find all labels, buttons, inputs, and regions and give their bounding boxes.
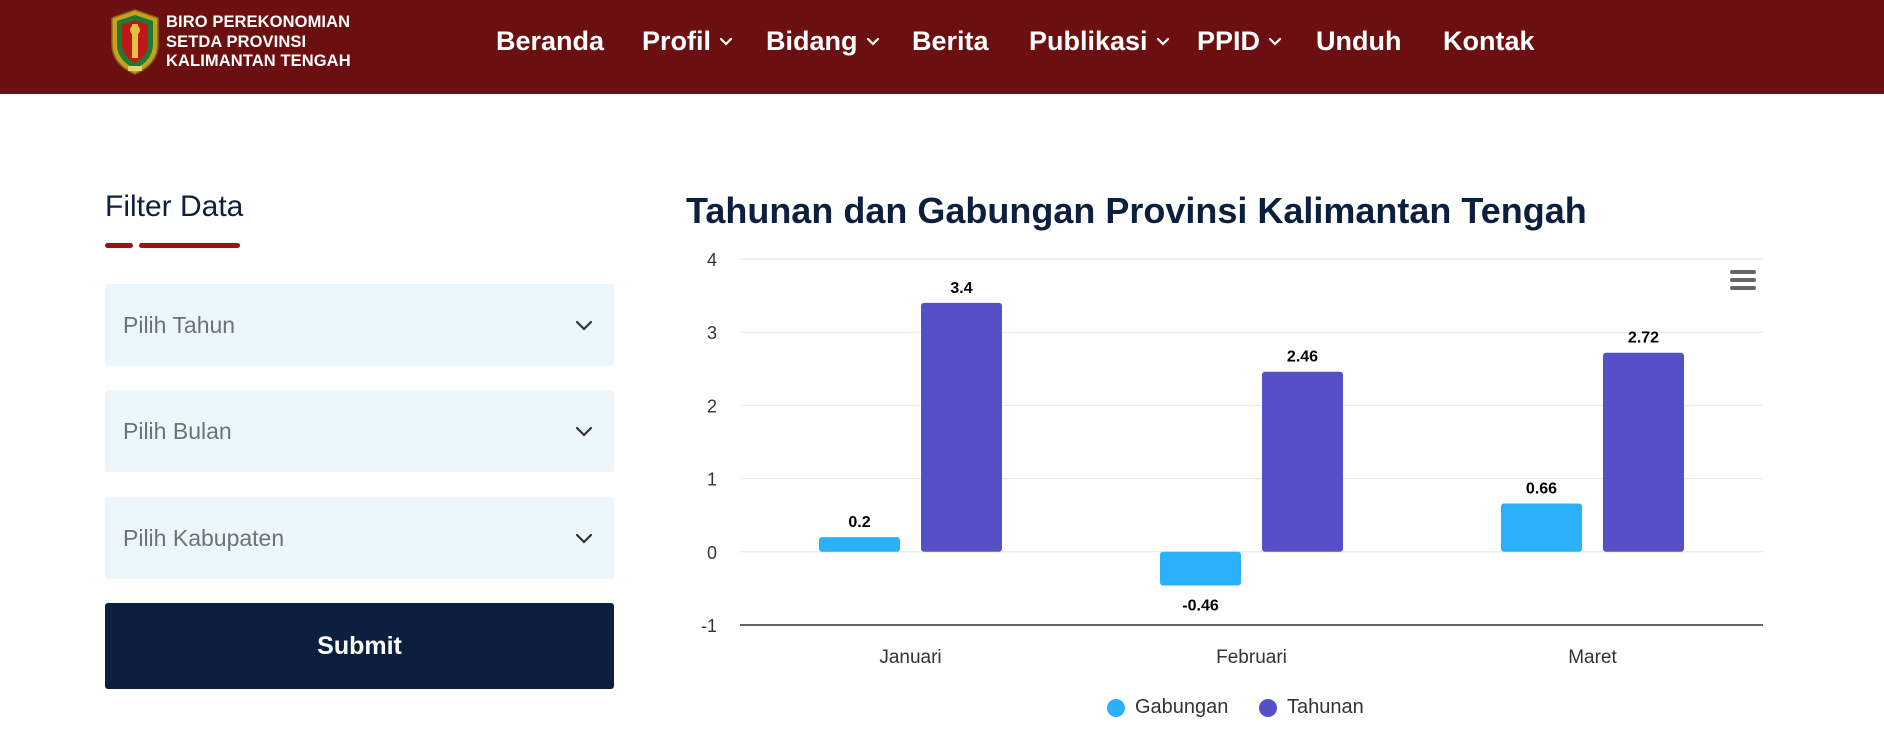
x-tick-label: Januari bbox=[879, 647, 941, 668]
nav-label: Profil bbox=[642, 26, 712, 56]
main-nav: Beranda Profil Bidang Berita Publikasi P… bbox=[0, 0, 1884, 94]
nav-label: Kontak bbox=[1443, 26, 1535, 56]
nav-label: Beranda bbox=[496, 26, 605, 56]
data-label: 0.2 bbox=[848, 514, 870, 531]
chevron-down-icon bbox=[575, 533, 593, 544]
month-select[interactable]: Pilih Bulan bbox=[105, 390, 614, 472]
bar-chart: 4 3 2 1 0 -1 Januari 0.2 3.4 Februari -0.46 2.46 Mar… bbox=[701, 250, 1763, 668]
chevron-down-icon bbox=[719, 37, 733, 46]
bar-tahunan bbox=[1262, 371, 1343, 552]
title-underline-long bbox=[139, 243, 240, 248]
bar-gabungan bbox=[819, 537, 900, 552]
data-label: 2.46 bbox=[1287, 349, 1318, 366]
y-tick-label: 1 bbox=[707, 470, 717, 490]
year-select-placeholder: Pilih Tahun bbox=[123, 311, 236, 338]
y-tick-label: 0 bbox=[707, 543, 717, 563]
submit-button[interactable]: Submit bbox=[105, 603, 614, 689]
y-tick-label: 3 bbox=[707, 323, 717, 343]
legend-label: Tahunan bbox=[1287, 696, 1364, 718]
nav-item-bidang[interactable]: Bidang bbox=[766, 26, 880, 57]
chevron-down-icon bbox=[575, 320, 593, 331]
data-label: 2.72 bbox=[1628, 330, 1659, 347]
legend-item-tahunan[interactable]: Tahunan bbox=[1259, 696, 1364, 719]
nav-item-berita[interactable]: Berita bbox=[912, 26, 989, 57]
chevron-down-icon bbox=[1156, 37, 1169, 46]
nav-item-beranda[interactable]: Beranda bbox=[496, 26, 604, 57]
chevron-down-icon bbox=[575, 426, 593, 437]
nav-item-publikasi[interactable]: Publikasi bbox=[1029, 26, 1170, 57]
chart-title: Tahunan dan Gabungan Provinsi Kalimantan… bbox=[686, 190, 1587, 231]
site-header: BIRO PEREKONOMIAN SETDA PROVINSI KALIMAN… bbox=[0, 0, 1884, 94]
nav-item-unduh[interactable]: Unduh bbox=[1316, 26, 1401, 57]
brand-name[interactable]: BIRO PEREKONOMIAN SETDA PROVINSI KALIMAN… bbox=[166, 13, 351, 72]
bar-gabungan bbox=[1160, 551, 1241, 586]
chevron-down-icon bbox=[866, 37, 879, 46]
bar-gabungan bbox=[1501, 503, 1582, 552]
bar-tahunan bbox=[921, 302, 1002, 552]
legend-label: Gabungan bbox=[1135, 696, 1229, 718]
regency-select[interactable]: Pilih Kabupaten bbox=[105, 497, 614, 579]
chevron-down-icon bbox=[1268, 37, 1282, 46]
filter-title: Filter Data bbox=[105, 190, 244, 223]
brand-line: BIRO PEREKONOMIAN bbox=[166, 13, 351, 31]
data-label: 0.66 bbox=[1526, 480, 1557, 497]
nav-item-ppid[interactable]: PPID bbox=[1197, 26, 1282, 57]
nav-label: Bidang bbox=[766, 26, 858, 56]
y-tick-label: 2 bbox=[707, 396, 717, 416]
x-tick-label: Maret bbox=[1568, 647, 1617, 668]
nav-item-profil[interactable]: Profil bbox=[642, 26, 733, 57]
nav-label: Unduh bbox=[1316, 26, 1402, 56]
legend-marker bbox=[1107, 698, 1125, 717]
legend-marker bbox=[1259, 698, 1277, 717]
regency-select-placeholder: Pilih Kabupaten bbox=[123, 524, 285, 551]
title-underline-short bbox=[105, 243, 133, 248]
brand-line: KALIMANTAN TENGAH bbox=[166, 52, 351, 70]
y-tick-label: -1 bbox=[701, 616, 717, 636]
legend-item-gabungan[interactable]: Gabungan bbox=[1107, 696, 1228, 719]
nav-label: Berita bbox=[912, 26, 989, 56]
y-tick-label: 4 bbox=[707, 250, 717, 270]
hamburger-icon[interactable] bbox=[1729, 268, 1757, 292]
month-select-placeholder: Pilih Bulan bbox=[123, 417, 232, 444]
x-tick-label: Februari bbox=[1216, 647, 1287, 668]
data-label: -0.46 bbox=[1182, 597, 1219, 614]
province-logo-icon[interactable] bbox=[108, 8, 162, 76]
nav-label: PPID bbox=[1197, 26, 1261, 56]
bar-tahunan bbox=[1603, 352, 1684, 552]
brand-line: SETDA PROVINSI bbox=[166, 32, 307, 51]
nav-item-kontak[interactable]: Kontak bbox=[1443, 26, 1535, 57]
nav-label: Publikasi bbox=[1029, 26, 1148, 56]
year-select[interactable]: Pilih Tahun bbox=[105, 284, 614, 366]
data-label: 3.4 bbox=[950, 280, 972, 297]
